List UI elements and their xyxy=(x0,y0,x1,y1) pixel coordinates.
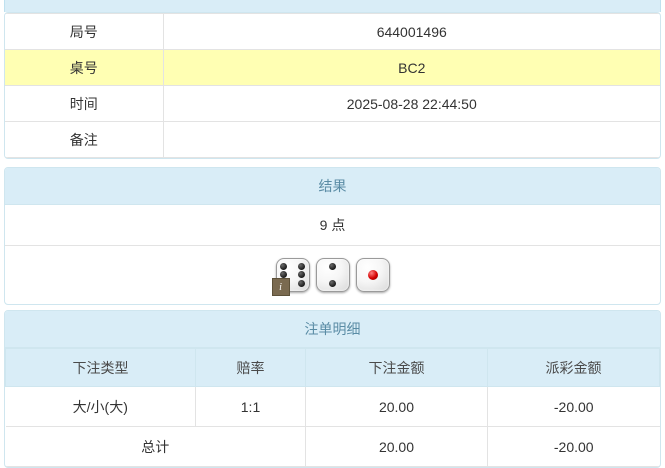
column-header-odds: 赔率 xyxy=(195,348,306,387)
result-section-title: 结果 xyxy=(5,168,660,205)
bet-detail-section-title: 注单明细 xyxy=(5,311,660,348)
die-pip xyxy=(328,280,336,288)
cell-bet-type: 大/小(大) xyxy=(5,386,196,427)
die-one-icon xyxy=(355,258,390,292)
info-label-table-no: 桌号 xyxy=(5,49,164,86)
cell-total-amount: 20.00 xyxy=(305,426,488,467)
table-header-row: 下注类型 赔率 下注金额 派彩金额 xyxy=(5,348,660,387)
info-value-round-no: 644001496 xyxy=(162,13,660,50)
cell-bet-amount: 20.00 xyxy=(305,386,488,427)
die-pip-red xyxy=(367,270,378,280)
die-pip xyxy=(280,271,288,279)
cell-odds: 1:1 xyxy=(195,386,306,427)
bet-detail-table: 下注类型 赔率 下注金额 派彩金额 大/小(大) 1:1 20.00 -20.0… xyxy=(5,348,660,467)
bet-detail-panel: 注单明细 下注类型 赔率 下注金额 派彩金额 大/小(大) 1:1 20.00 … xyxy=(4,310,661,468)
info-value-time: 2025-08-28 22:44:50 xyxy=(162,85,660,122)
info-value-remark xyxy=(162,121,660,158)
info-label-time: 时间 xyxy=(5,85,164,122)
table-row: 时间 2025-08-28 22:44:50 xyxy=(5,85,660,122)
info-label-round-no: 局号 xyxy=(5,13,164,50)
table-row: 大/小(大) 1:1 20.00 -20.00 xyxy=(5,386,660,427)
die-pip xyxy=(328,262,336,270)
column-header-payout: 派彩金额 xyxy=(487,348,660,387)
die-pip xyxy=(297,262,305,270)
die-pip xyxy=(280,262,288,270)
table-row-total: 总计 20.00 -20.00 xyxy=(5,426,660,467)
table-row-highlighted: 桌号 BC2 xyxy=(5,49,660,86)
die-six-icon: i xyxy=(271,258,310,296)
column-header-bet-amount: 下注金额 xyxy=(305,348,488,387)
clipped-header-bar xyxy=(4,0,661,12)
cell-payout: -20.00 xyxy=(487,386,660,427)
info-value-table-no: BC2 xyxy=(162,49,660,86)
die-pip xyxy=(297,271,305,279)
round-info-table: 局号 644001496 桌号 BC2 时间 2025-08-28 22:44:… xyxy=(5,13,660,158)
cell-total-payout: -20.00 xyxy=(487,426,660,467)
result-panel: 结果 9 点 i xyxy=(4,167,661,305)
die-two-icon xyxy=(315,258,350,292)
cell-total-label: 总计 xyxy=(5,426,306,467)
table-row: 备注 xyxy=(5,121,660,158)
column-header-bet-type: 下注类型 xyxy=(5,348,196,387)
info-label-remark: 备注 xyxy=(5,121,164,158)
die-pip xyxy=(297,280,305,288)
dice-row: i xyxy=(5,246,660,304)
result-points-text: 9 点 xyxy=(5,205,660,246)
table-row: 局号 644001496 xyxy=(5,13,660,50)
round-info-panel: 局号 644001496 桌号 BC2 时间 2025-08-28 22:44:… xyxy=(4,12,661,159)
info-badge-icon[interactable]: i xyxy=(271,278,290,296)
